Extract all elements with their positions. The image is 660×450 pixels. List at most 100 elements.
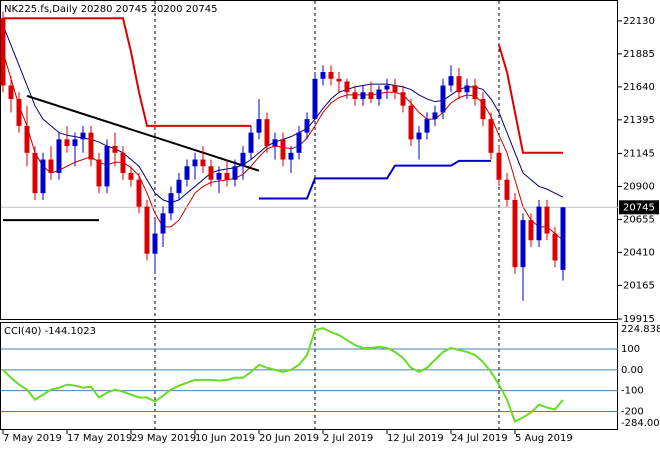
candle-body [464,85,470,93]
candle-body [304,119,310,133]
candle-body [456,76,462,93]
indicator-panel-frame [0,322,618,430]
y-tick-label: 21885 [623,49,655,60]
candle-body [472,85,478,99]
candle-body [496,152,502,180]
candle-body [32,152,38,194]
candle-body [440,85,446,113]
candle-body [184,166,190,180]
candle-body [128,172,134,180]
candle-body [400,92,406,106]
candle-body [96,159,102,187]
y-tick-label: 21145 [623,148,655,159]
chart-title: NK225.fs,Daily 20280 20745 20200 20745 [4,4,217,15]
candle-body [104,146,110,187]
candle-body [8,85,14,99]
candle-body [224,172,230,180]
candle-body [312,78,318,120]
candle-body [208,166,214,180]
y-tick-label: 20165 [623,280,655,291]
indicator-line [3,17,563,154]
candle-body [296,132,302,153]
candle-body [392,85,398,93]
candle-body [232,166,238,180]
candle-body [536,206,542,241]
candle-body [160,213,166,234]
candle-body [88,132,94,160]
candle-body [136,179,142,207]
candle-body [152,233,158,254]
candle-body [336,78,342,82]
candle-body [256,119,262,133]
main-panel-frame [0,0,618,320]
candle-body [352,92,358,99]
candle-body [448,76,454,86]
candle-body [488,119,494,153]
candle-body [272,139,278,147]
indicator-tick-label: -284.0044 [621,418,660,429]
candle-body [144,206,150,254]
candle-body [80,132,86,140]
candle-body [544,206,550,234]
current-price-label: 20745 [623,202,655,213]
candle-body [328,72,334,79]
y-tick-label: 22130 [623,16,655,27]
candle-body [56,139,62,173]
candle-body [72,139,78,147]
indicator-tick-label: 0.00 [621,365,643,376]
x-tick-label: 29 May 2019 [131,433,196,444]
candle-body [176,179,182,194]
candle-body [360,92,366,99]
candle-body [240,152,246,167]
candle-body [480,98,486,120]
candle-body [552,233,558,261]
y-tick-label: 19915 [623,314,655,325]
indicator-line [2,24,564,204]
x-tick-label: 5 Aug 2019 [515,433,573,444]
candle-body [120,152,126,173]
candle-body [344,81,350,93]
candle-body [192,159,198,167]
candle-body [512,199,518,268]
y-tick-label: 20655 [623,214,655,225]
candle-body [280,139,286,160]
candle-body [248,132,254,153]
x-tick-label: 10 Jun 2019 [195,433,255,444]
current-price-box [619,200,659,215]
candle-body [288,152,294,160]
candle-body [504,179,510,200]
indicator-line [259,159,491,200]
x-tick-label: 20 Jun 2019 [259,433,319,444]
candle-body [64,139,70,147]
candle-body [320,72,326,79]
candle-body [40,159,46,194]
candle-body [48,159,54,173]
candle-body [216,172,222,180]
y-tick-label: 20900 [623,181,655,192]
indicator-tick-label: -100 [621,386,644,397]
candle-body [416,132,422,140]
candle-body [520,220,526,268]
x-tick-label: 2 Jul 2019 [323,433,373,444]
candle-body [0,18,6,86]
candle-body [560,207,566,270]
candle-body [432,112,438,120]
candle-body [200,159,206,167]
indicator-tick-label: 100 [621,344,640,355]
x-tick-label: 12 Jul 2019 [387,433,444,444]
y-tick-label: 21640 [623,82,655,93]
candle-body [24,125,30,153]
candle-body [168,193,174,214]
y-tick-label: 21395 [623,115,655,126]
candle-body [16,98,22,126]
candle-body [368,92,374,99]
trend-line [26,94,260,172]
candle-body [528,220,534,241]
y-tick-label: 20410 [623,247,655,258]
candle-body [376,89,382,99]
candle-body [264,119,270,147]
x-tick-label: 7 May 2019 [3,433,62,444]
x-tick-label: 17 May 2019 [67,433,132,444]
indicator-tick-label: -200 [621,407,644,418]
